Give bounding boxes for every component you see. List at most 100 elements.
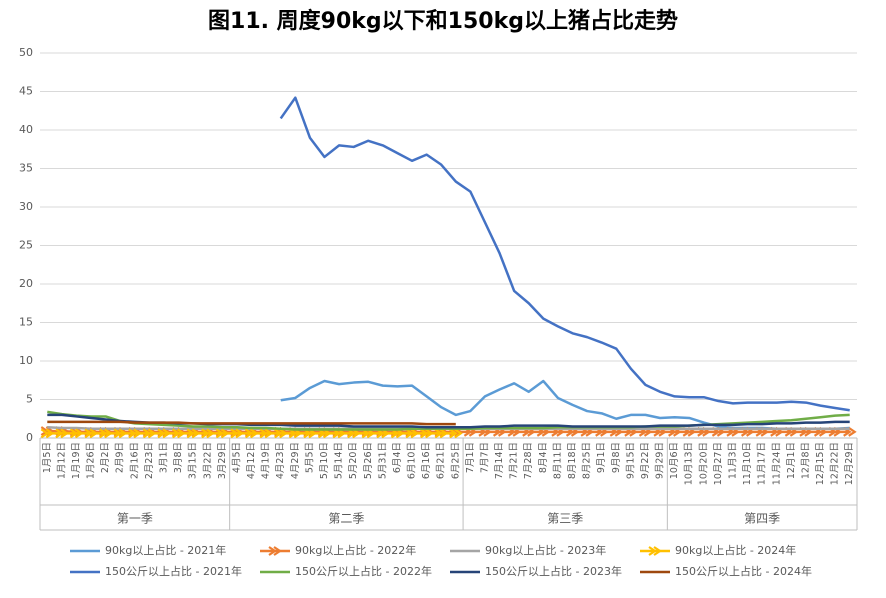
- x-tick-label: 3月29日: [217, 442, 228, 479]
- x-tick-label: 3月8日: [173, 442, 184, 473]
- x-tick-label: 7月28日: [523, 442, 534, 479]
- series-marker: [99, 428, 113, 439]
- y-tick-label: 15: [19, 316, 33, 329]
- x-tick-label: 1月12日: [56, 442, 67, 479]
- x-tick-label: 5月20日: [348, 442, 359, 479]
- x-tick-label: 8月4日: [538, 442, 549, 473]
- series-marker: [40, 428, 55, 439]
- legend-label: 90kg以上占比 - 2021年: [105, 543, 226, 557]
- series-marker: [274, 428, 288, 439]
- x-tick-label: 4月19日: [261, 442, 272, 479]
- x-tick-label: 1月26日: [86, 442, 97, 479]
- x-tick-label: 8月18日: [567, 442, 578, 479]
- chart-title: 图11. 周度90kg以下和150kg以上猪占比走势: [208, 8, 678, 34]
- y-tick-label: 20: [19, 277, 33, 290]
- series-marker: [128, 428, 142, 439]
- y-tick-label: 40: [19, 123, 33, 136]
- x-tick-label: 4月29日: [290, 442, 301, 479]
- legend-label: 90kg以上占比 - 2024年: [675, 543, 796, 557]
- x-tick-label: 5月26日: [363, 442, 374, 479]
- series-marker: [186, 428, 201, 439]
- x-tick-label: 6月10日: [407, 442, 418, 479]
- x-tick-label: 7月7日: [479, 442, 490, 473]
- group-label: 第二季: [328, 512, 364, 526]
- y-tick-label: 10: [19, 354, 33, 367]
- x-tick-label: 4月23日: [275, 442, 286, 479]
- x-tick-label: 3月15日: [188, 442, 199, 479]
- x-tick-label: 3月22日: [202, 442, 213, 479]
- legend-label: 90kg以上占比 - 2022年: [295, 543, 416, 557]
- x-tick-label: 10月20日: [698, 442, 709, 485]
- series-marker: [142, 428, 157, 439]
- series-marker: [230, 428, 244, 439]
- x-tick-label: 12月22日: [830, 442, 841, 485]
- x-tick-label: 8月11日: [552, 442, 563, 479]
- y-tick-label: 0: [26, 431, 33, 444]
- x-tick-label: 10月13日: [684, 442, 695, 485]
- series-marker: [449, 428, 463, 439]
- x-tick-label: 5月10日: [319, 442, 330, 479]
- y-tick-label: 5: [26, 393, 33, 406]
- x-tick-label: 12月1日: [786, 442, 797, 479]
- legend-label: 150公斤以上占比 - 2023年: [485, 564, 622, 578]
- x-tick-label: 4月12日: [246, 442, 257, 479]
- x-tick-label: 6月4日: [392, 442, 403, 473]
- y-tick-label: 45: [19, 85, 33, 98]
- series-marker: [201, 428, 215, 439]
- x-tick-label: 6月25日: [450, 442, 461, 479]
- group-label: 第三季: [547, 512, 583, 526]
- x-tick-label: 6月16日: [421, 442, 432, 479]
- x-tick-label: 7月21日: [509, 442, 520, 479]
- group-label: 第四季: [744, 512, 780, 526]
- x-tick-label: 12月15日: [815, 442, 826, 485]
- series-marker: [405, 428, 420, 439]
- x-tick-label: 4月5日: [231, 442, 242, 473]
- group-label: 第一季: [117, 512, 153, 526]
- x-tick-label: 10月27日: [713, 442, 724, 485]
- x-tick-label: 9月15日: [625, 442, 636, 479]
- series-marker: [113, 428, 128, 439]
- x-tick-label: 9月8日: [611, 442, 622, 473]
- x-tick-label: 2月23日: [144, 442, 155, 479]
- series-marker: [157, 428, 171, 439]
- x-tick-label: 12月29日: [844, 442, 855, 485]
- series-marker: [215, 428, 230, 439]
- legend-marker: [648, 546, 662, 556]
- x-tick-label: 2月9日: [115, 442, 126, 473]
- x-tick-label: 10月6日: [669, 442, 680, 479]
- x-tick-label: 9月1日: [596, 442, 607, 473]
- series-line: [279, 96, 850, 412]
- x-tick-label: 9月29日: [655, 442, 666, 479]
- x-tick-label: 12月8日: [800, 442, 811, 479]
- x-tick-label: 11月10日: [742, 442, 753, 485]
- y-tick-label: 50: [19, 46, 33, 59]
- series-marker: [244, 428, 259, 439]
- x-tick-label: 11月3日: [727, 442, 738, 479]
- x-tick-label: 7月1日: [465, 442, 476, 473]
- x-tick-label: 1月5日: [42, 442, 53, 473]
- x-tick-label: 5月31日: [377, 442, 388, 479]
- series-marker: [434, 428, 449, 439]
- legend-label: 150公斤以上占比 - 2024年: [675, 564, 812, 578]
- y-tick-label: 35: [19, 162, 33, 175]
- x-tick-label: 11月17日: [757, 442, 768, 485]
- y-tick-label: 30: [19, 200, 33, 213]
- x-tick-label: 9月22日: [640, 442, 651, 479]
- legend-marker: [268, 546, 282, 556]
- y-tick-label: 25: [19, 239, 33, 252]
- x-tick-label: 11月24日: [771, 442, 782, 485]
- x-tick-label: 7月14日: [494, 442, 505, 479]
- x-tick-label: 1月19日: [71, 442, 82, 479]
- x-tick-label: 2月16日: [129, 442, 140, 479]
- x-tick-label: 2月2日: [100, 442, 111, 473]
- series-marker: [55, 428, 69, 439]
- legend-label: 150公斤以上占比 - 2022年: [295, 564, 432, 578]
- x-tick-label: 8月25日: [582, 442, 593, 479]
- x-tick-label: 5月14日: [334, 442, 345, 479]
- legend-label: 150公斤以上占比 - 2021年: [105, 564, 242, 578]
- legend-label: 90kg以上占比 - 2023年: [485, 543, 606, 557]
- series-marker: [420, 428, 434, 439]
- series-marker: [171, 428, 186, 439]
